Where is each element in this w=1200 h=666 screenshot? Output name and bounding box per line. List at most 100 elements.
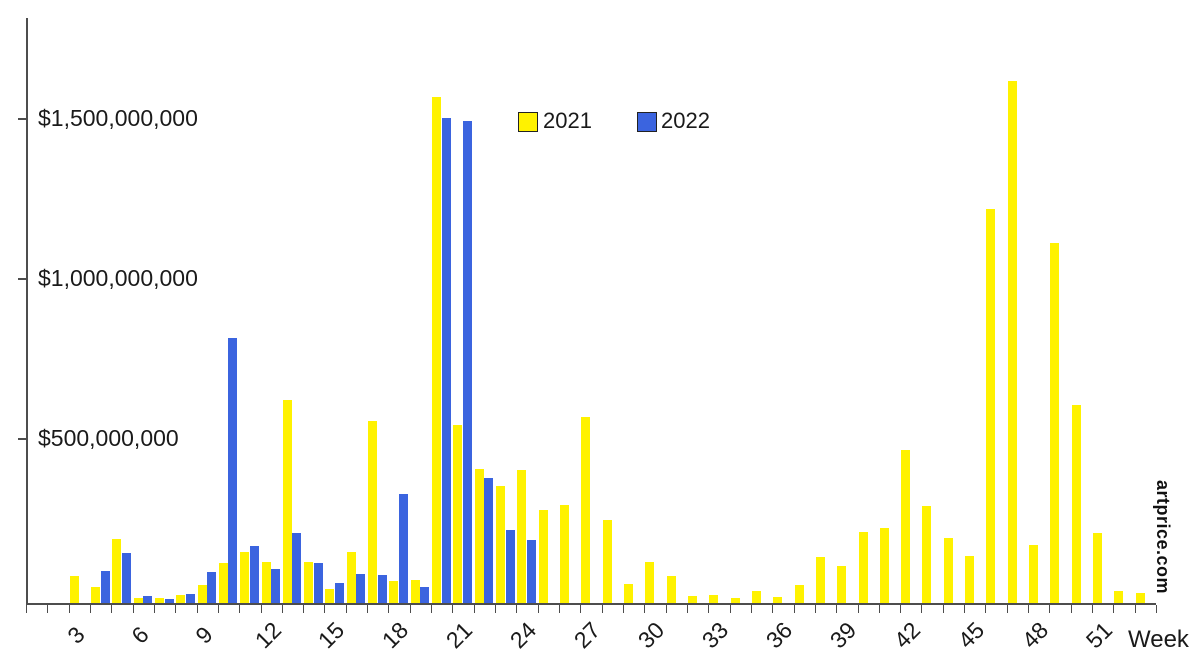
x-tick-8 [196, 605, 198, 613]
x-tick-51 [1113, 605, 1115, 613]
bar-2021-week-25 [538, 510, 548, 603]
bar-2022-week-20 [441, 118, 451, 603]
week-40-group [858, 0, 879, 603]
bar-2021-week-8 [176, 595, 186, 603]
bar-2021-week-3 [69, 576, 79, 603]
bar-2021-week-49 [1050, 243, 1060, 603]
y-tick-1500m [18, 118, 27, 120]
bar-2021-week-48 [1029, 545, 1039, 603]
x-axis-labels: 3 6 9 12 15 18 21 24 27 30 33 36 39 42 45 48 51 [26, 603, 1186, 663]
week-27-group [580, 0, 601, 603]
bar-2021-week-22 [474, 469, 484, 603]
week-25-group [538, 0, 559, 603]
bar-2022-week-23 [505, 530, 515, 603]
bar-2021-week-33 [709, 595, 719, 603]
x-axis-ticks [26, 603, 1157, 613]
bar-2021-week-12 [261, 562, 271, 603]
bar-2021-week-52 [1114, 591, 1124, 603]
x-tick-25 [559, 605, 561, 613]
week-39-group [836, 0, 857, 603]
bar-2021-week-26 [560, 505, 570, 603]
bar-2021-week-19 [410, 580, 420, 603]
bar-2021-week-11 [240, 552, 250, 603]
bar-2022-week-14 [313, 563, 323, 603]
x-axis-label-week-48: 48 [1016, 616, 1054, 654]
bar-2021-week-41 [879, 528, 889, 603]
y-axis-label-1500m: $1,500,000,000 [38, 105, 198, 131]
x-axis-label-week-51: 51 [1080, 616, 1118, 654]
x-tick-53 [1156, 605, 1157, 613]
x-tick-27 [601, 605, 603, 613]
week-28-group [602, 0, 623, 603]
week-7-group [154, 0, 175, 603]
x-tick-45 [985, 605, 987, 613]
week-36-group [772, 0, 793, 603]
bar-2021-week-30 [645, 562, 655, 603]
bar-2022-week-13 [292, 533, 302, 603]
x-tick-36 [793, 605, 795, 613]
bar-2021-week-23 [496, 486, 506, 603]
week-15-group [324, 0, 345, 603]
bar-2021-week-17 [368, 421, 378, 603]
y-tick-500m [18, 438, 27, 440]
bar-2021-week-29 [623, 584, 633, 603]
x-axis-label-week-18: 18 [377, 616, 414, 654]
x-tick-10 [239, 605, 241, 613]
bar-2021-week-27 [581, 417, 591, 603]
bar-2021-week-51 [1093, 533, 1103, 603]
week-26-group [559, 0, 580, 603]
week-22-group [474, 0, 495, 603]
x-tick-14 [324, 605, 326, 613]
week-20-group [431, 0, 452, 603]
x-tick-40 [878, 605, 880, 613]
y-tick-1000m [18, 278, 27, 280]
x-axis-label-week-15: 15 [313, 616, 350, 654]
x-tick-49 [1070, 605, 1072, 613]
x-tick-50 [1092, 605, 1094, 613]
x-tick-6 [153, 605, 155, 613]
bar-2021-week-20 [432, 97, 442, 603]
x-tick-37 [814, 605, 816, 613]
week-5-group [111, 0, 132, 603]
x-tick-21 [473, 605, 475, 613]
x-tick-13 [303, 605, 305, 613]
week-30-group [644, 0, 665, 603]
bar-2021-week-45 [965, 556, 975, 603]
week-1-group [26, 0, 47, 603]
x-tick-33 [729, 605, 731, 613]
bar-2021-week-44 [943, 538, 953, 603]
bar-2022-week-10 [228, 338, 238, 603]
week-10-group [218, 0, 239, 603]
x-axis-label-week-3: 3 [61, 621, 90, 649]
week-6-group [133, 0, 154, 603]
bar-2021-week-38 [815, 557, 825, 603]
bar-2021-week-34 [730, 598, 740, 603]
bar-2021-week-4 [90, 587, 100, 603]
bar-2021-week-35 [751, 591, 761, 603]
x-tick-11 [260, 605, 262, 613]
week-49-group [1049, 0, 1070, 603]
week-46-group [985, 0, 1006, 603]
x-tick-1 [47, 605, 49, 613]
y-axis-label-500m: $500,000,000 [38, 425, 179, 451]
week-29-group [623, 0, 644, 603]
bar-2021-week-46 [986, 209, 996, 603]
bar-2021-week-21 [453, 425, 463, 603]
bar-2021-week-42 [901, 450, 911, 603]
week-42-group [900, 0, 921, 603]
x-axis-label-week-39: 39 [824, 616, 862, 654]
bar-2021-week-24 [517, 470, 527, 603]
week-12-group [261, 0, 282, 603]
x-axis-title: Week [1128, 626, 1189, 653]
x-axis-label-week-6: 6 [125, 621, 154, 649]
x-tick-23 [516, 605, 518, 613]
x-tick-46 [1006, 605, 1008, 613]
week-8-group [175, 0, 196, 603]
bar-2021-week-7 [154, 598, 164, 603]
week-3-group [69, 0, 90, 603]
bar-2022-week-8 [185, 594, 195, 603]
week-41-group [879, 0, 900, 603]
week-16-group [346, 0, 367, 603]
x-tick-2 [68, 605, 70, 613]
x-tick-0 [26, 605, 27, 613]
